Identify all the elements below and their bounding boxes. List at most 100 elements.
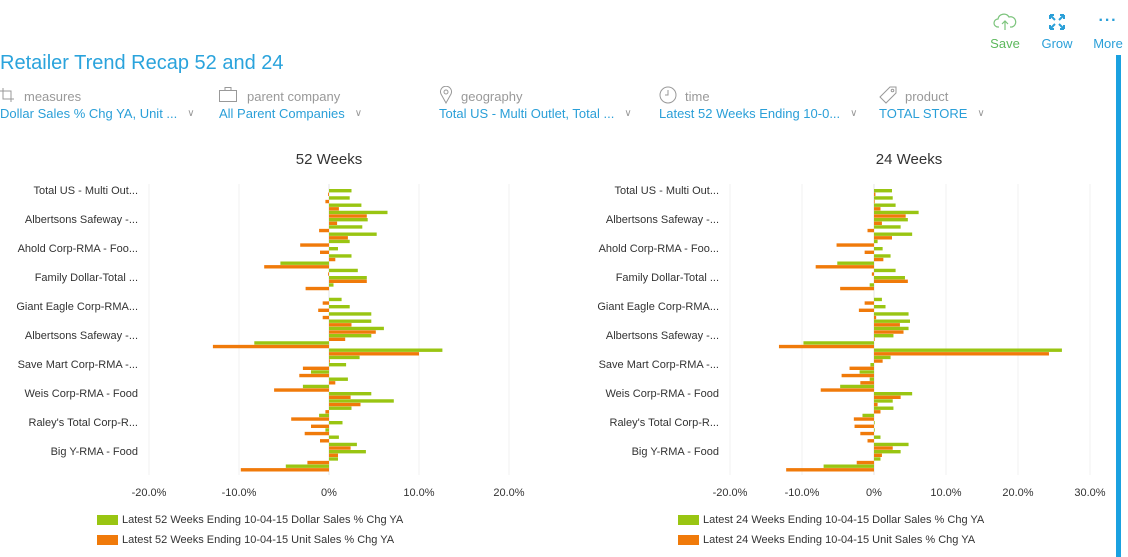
filter-value: Dollar Sales % Chg YA, Unit ... xyxy=(0,106,178,121)
filter-label: parent company xyxy=(247,88,341,104)
bar-dollar-sales xyxy=(329,196,350,200)
filter-measures[interactable]: measures Dollar Sales % Chg YA, Unit ...… xyxy=(0,86,195,121)
filter-label: product xyxy=(905,88,949,104)
bar-unit-sales xyxy=(329,337,346,341)
bar-unit-sales xyxy=(318,308,329,312)
bar-unit-sales xyxy=(307,460,329,465)
bar-dollar-sales xyxy=(329,247,338,251)
bar-unit-sales xyxy=(854,424,874,428)
bar-unit-sales xyxy=(329,395,351,399)
bar-unit-sales xyxy=(874,446,893,450)
bar-dollar-sales xyxy=(329,276,367,280)
grow-button[interactable]: Grow xyxy=(1035,12,1079,51)
bar-unit-sales xyxy=(304,431,329,436)
legend-item-dollar[interactable]: Latest 52 Weeks Ending 10-04-15 Dollar S… xyxy=(97,510,403,530)
bar-unit-sales xyxy=(820,388,874,392)
category-label: Ahold Corp-RMA - Foo... xyxy=(599,243,719,255)
bar-dollar-sales xyxy=(285,464,329,468)
bar-dollar-sales xyxy=(874,348,1062,352)
filter-label: measures xyxy=(24,88,82,104)
bar-dollar-sales xyxy=(329,326,384,331)
bar-unit-sales xyxy=(874,359,883,363)
expand-icon xyxy=(1035,12,1079,34)
x-tick-label: 20.0% xyxy=(493,487,524,499)
bar-dollar-sales xyxy=(254,341,329,345)
bar-dollar-sales xyxy=(329,232,377,236)
category-label: Weis Corp-RMA - Food xyxy=(25,388,139,400)
bar-dollar-sales xyxy=(803,341,874,345)
filter-value: Latest 52 Weeks Ending 10-0... xyxy=(659,106,841,121)
bar-dollar-sales xyxy=(329,210,388,215)
bar-unit-sales xyxy=(329,236,348,240)
bar-dollar-sales xyxy=(874,435,881,439)
chevron-down-icon[interactable]: ∨ xyxy=(624,108,632,119)
more-button[interactable]: ··· More xyxy=(1086,12,1128,51)
bar-unit-sales xyxy=(853,417,874,421)
filter-value: All Parent Companies xyxy=(219,106,345,121)
chevron-down-icon[interactable]: ∨ xyxy=(354,108,363,119)
bar-unit-sales xyxy=(778,344,874,349)
save-label: Save xyxy=(990,36,1020,51)
scrollbar[interactable] xyxy=(1116,55,1121,557)
bar-dollar-sales xyxy=(329,406,352,410)
filter-time[interactable]: time Latest 52 Weeks Ending 10-0... ∨ xyxy=(659,86,857,121)
bar-dollar-sales xyxy=(302,384,329,389)
bar-unit-sales xyxy=(320,439,329,443)
bar-dollar-sales xyxy=(329,239,350,244)
bar-unit-sales xyxy=(264,265,329,269)
chevron-down-icon[interactable]: ∨ xyxy=(187,108,195,119)
bar-unit-sales xyxy=(291,417,329,421)
category-label: Albertsons Safeway -... xyxy=(25,330,138,342)
cloud-upload-icon xyxy=(983,12,1027,34)
category-label: Raley's Total Corp-R... xyxy=(29,417,139,429)
bar-unit-sales xyxy=(874,330,904,334)
bar-dollar-sales xyxy=(823,464,874,468)
bar-unit-sales xyxy=(299,373,329,378)
bar-dollar-sales xyxy=(329,355,360,360)
chart-52-weeks: 52 Weeks -20.0% -10.0% 0% 10.0% 20.0% Total US… xyxy=(16,151,524,499)
category-label: Giant Eagle Corp-RMA... xyxy=(16,301,138,313)
filter-geography[interactable]: geography Total US - Multi Outlet, Total… xyxy=(439,85,632,121)
legend-label: Latest 24 Weeks Ending 10-04-15 Dollar S… xyxy=(703,514,985,526)
bar-dollar-sales xyxy=(874,450,901,454)
category-label: Save Mart Corp-RMA -... xyxy=(18,359,138,371)
bar-unit-sales xyxy=(874,315,877,320)
x-tick-label: -20.0% xyxy=(132,487,167,499)
clock-icon xyxy=(659,86,677,107)
legend-item-unit[interactable]: Latest 52 Weeks Ending 10-04-15 Unit Sal… xyxy=(97,530,403,550)
legend-item-unit[interactable]: Latest 24 Weeks Ending 10-04-15 Unit Sal… xyxy=(678,530,984,550)
bar-unit-sales xyxy=(274,388,329,392)
bar-dollar-sales xyxy=(329,435,339,439)
x-tick-label: 10.0% xyxy=(403,487,434,499)
bar-unit-sales xyxy=(329,330,376,334)
bar-dollar-sales xyxy=(874,334,894,338)
bar-dollar-sales xyxy=(874,421,875,425)
category-label: Family Dollar-Total ... xyxy=(616,272,719,284)
category-label: Family Dollar-Total ... xyxy=(35,272,138,284)
bar-unit-sales xyxy=(329,402,361,407)
bar-dollar-sales xyxy=(329,450,366,454)
bar-unit-sales xyxy=(329,207,339,211)
legend-item-dollar[interactable]: Latest 24 Weeks Ending 10-04-15 Dollar S… xyxy=(678,510,984,530)
bar-dollar-sales xyxy=(874,239,878,244)
bar-dollar-sales xyxy=(874,225,901,229)
chart-title: 52 Weeks xyxy=(296,151,362,168)
category-label: Albertsons Safeway -... xyxy=(606,214,719,226)
chevron-down-icon[interactable]: ∨ xyxy=(850,108,858,119)
chevron-down-icon[interactable]: ∨ xyxy=(977,108,985,119)
bar-dollar-sales xyxy=(325,428,329,432)
bar-unit-sales xyxy=(322,315,329,320)
bar-unit-sales xyxy=(874,214,906,218)
category-label: Big Y-RMA - Food xyxy=(51,446,138,458)
legend-52-weeks: Latest 52 Weeks Ending 10-04-15 Dollar S… xyxy=(97,510,403,550)
filter-product[interactable]: product TOTAL STORE ∨ xyxy=(879,86,985,121)
bar-unit-sales xyxy=(874,257,884,262)
bar-unit-sales xyxy=(329,352,419,356)
filter-parent-company[interactable]: parent company All Parent Companies ∨ xyxy=(219,86,362,121)
bar-dollar-sales xyxy=(874,210,919,215)
page-title: Retailer Trend Recap 52 and 24 xyxy=(0,52,284,74)
save-button[interactable]: Save xyxy=(983,12,1027,51)
category-label: Big Y-RMA - Food xyxy=(632,446,719,458)
legend-label: Latest 52 Weeks Ending 10-04-15 Dollar S… xyxy=(122,514,404,526)
bar-dollar-sales xyxy=(874,305,886,309)
